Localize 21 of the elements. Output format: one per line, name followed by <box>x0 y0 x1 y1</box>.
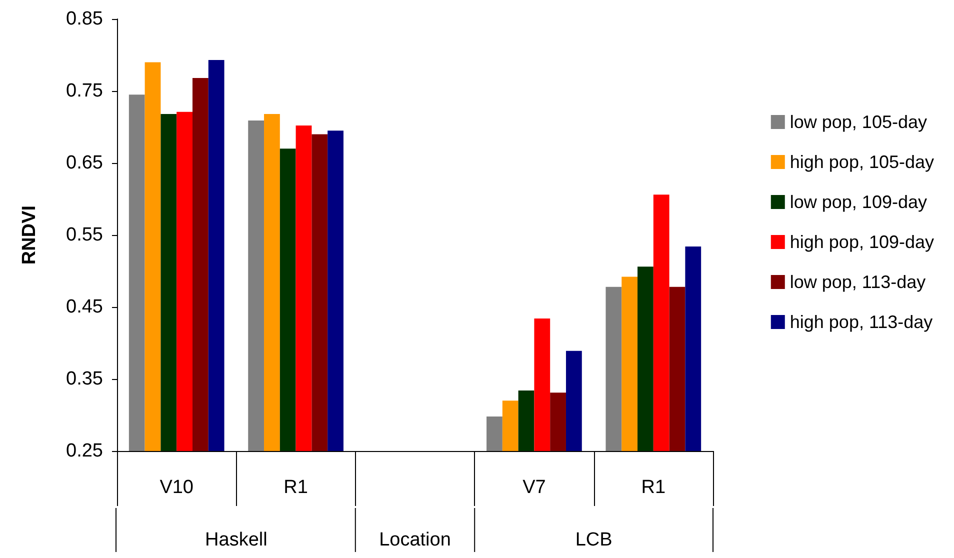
legend-label: high pop, 113-day <box>790 312 933 332</box>
legend-label: high pop, 109-day <box>790 232 934 252</box>
y-tick-label: 0.65 <box>66 152 103 174</box>
x-tick-label: V10 <box>160 477 194 498</box>
y-tick-label: 0.25 <box>66 440 103 462</box>
x-tick-label: R1 <box>641 477 666 498</box>
text: Haskell <box>205 530 268 550</box>
x-axis-title: Location <box>379 530 451 550</box>
legend-label: high pop, 105-day <box>790 152 934 172</box>
y-tick-label: 0.85 <box>66 8 103 30</box>
legend-label: low pop, 109-day <box>790 192 927 212</box>
y-tick-label: 0.35 <box>66 368 103 390</box>
legend-label: low pop, 105-day <box>790 112 927 132</box>
text: LCB <box>575 530 612 550</box>
x-tick-label: V7 <box>522 477 546 498</box>
legend-label: low pop, 113-day <box>790 272 926 292</box>
x-tick-label: R1 <box>284 477 308 498</box>
y-tick-label: 0.45 <box>66 296 103 318</box>
y-tick-label: 0.75 <box>66 80 103 102</box>
y-axis-title: RNDVI <box>19 205 40 265</box>
y-tick-label: 0.55 <box>66 224 103 246</box>
